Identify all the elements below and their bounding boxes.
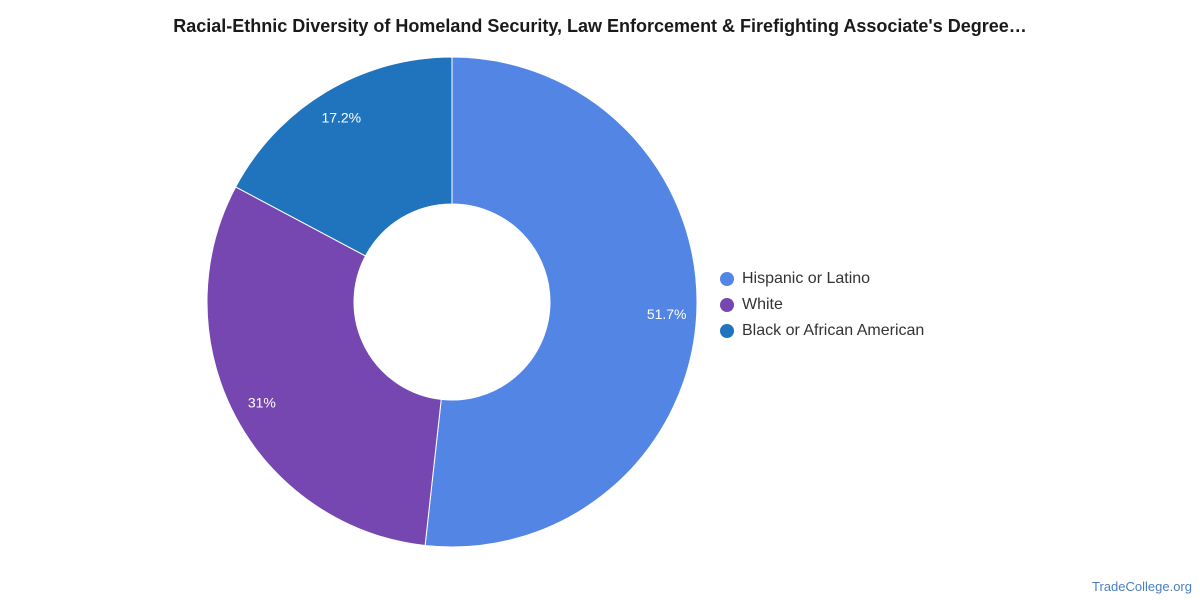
legend-label: Hispanic or Latino (742, 270, 871, 287)
legend-label: Black or African American (742, 322, 925, 339)
slice-value-label: 51.7% (647, 306, 687, 322)
donut-slice-white[interactable] (206, 186, 442, 547)
chart-title: Racial-Ethnic Diversity of Homeland Secu… (173, 16, 1027, 36)
donut-slice-black-or-african-american[interactable] (235, 56, 453, 257)
donut-slices (206, 56, 698, 548)
donut-slice-labels: 51.7% 31% 17.2% (248, 110, 687, 411)
legend-swatch-icon (720, 324, 734, 338)
chart-legend: Hispanic or Latino White Black or African … (720, 266, 924, 344)
slice-value-label: 17.2% (321, 110, 361, 126)
source-credit[interactable]: TradeCollege.org (1092, 579, 1192, 594)
legend-swatch-icon (720, 272, 734, 286)
legend-item[interactable]: White (720, 292, 924, 318)
legend-item[interactable]: Black or African American (720, 318, 924, 344)
legend-label: White (742, 296, 783, 313)
legend-item[interactable]: Hispanic or Latino (720, 266, 924, 292)
slice-value-label: 31% (248, 394, 276, 410)
donut-slice-hispanic-or-latino[interactable] (424, 56, 698, 548)
legend-swatch-icon (720, 298, 734, 312)
